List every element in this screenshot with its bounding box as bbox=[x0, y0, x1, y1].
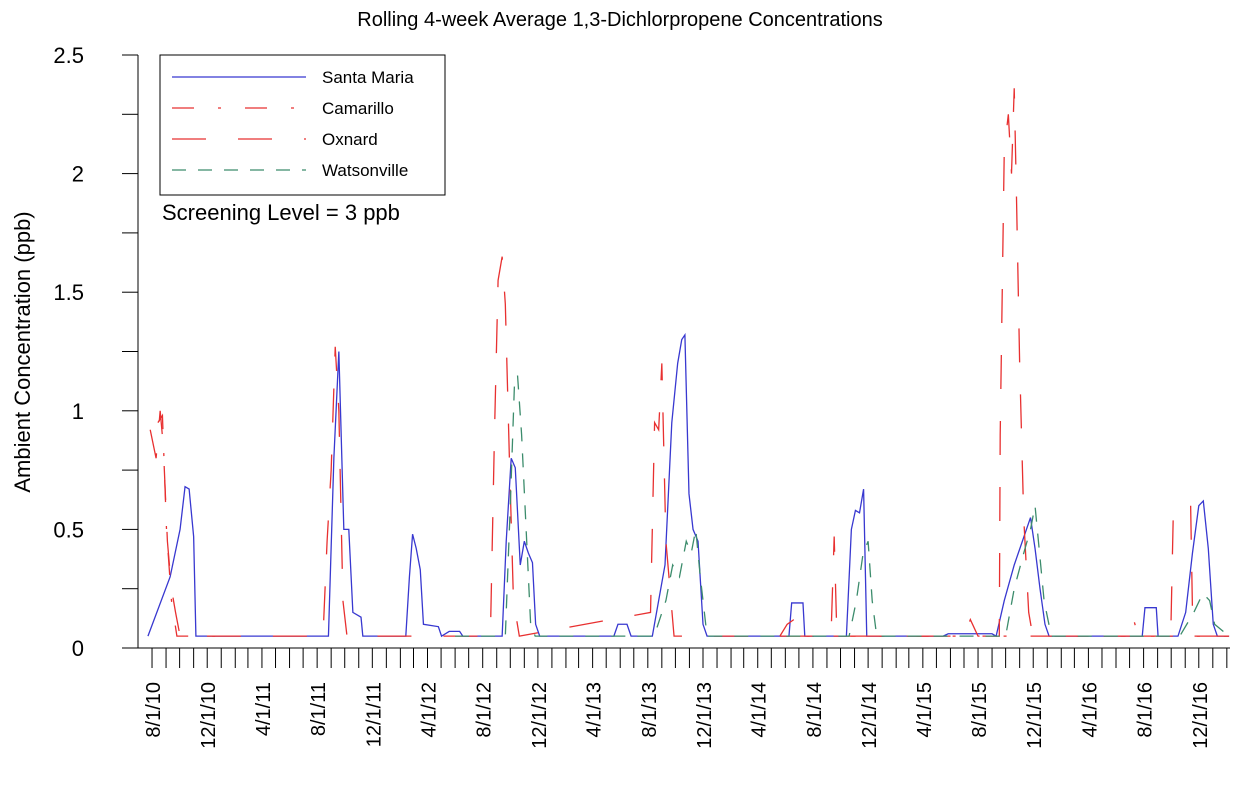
x-tick-label: 8/1/16 bbox=[1135, 682, 1157, 738]
x-tick-label: 12/1/11 bbox=[363, 682, 385, 747]
x-tick-label: 8/1/12 bbox=[474, 682, 496, 738]
x-tick-label: 12/1/12 bbox=[529, 682, 551, 749]
x-tick-label: 12/1/14 bbox=[859, 682, 881, 749]
series-line bbox=[149, 88, 1230, 637]
y-tick-label: 1.5 bbox=[53, 280, 84, 305]
legend-box bbox=[159, 54, 446, 196]
y-tick-label: 2 bbox=[72, 162, 84, 187]
x-tick-label: 8/1/13 bbox=[639, 682, 661, 738]
series-line bbox=[147, 332, 1230, 638]
series-line bbox=[455, 375, 1230, 637]
x-tick-label: 8/1/10 bbox=[143, 682, 165, 738]
chart-title: Rolling 4-week Average 1,3-Dichlorpropen… bbox=[357, 9, 883, 31]
legend-label: Oxnard bbox=[322, 130, 378, 149]
series-line bbox=[157, 413, 1230, 637]
x-tick-label: 4/1/12 bbox=[419, 682, 441, 738]
annotation: Screening Level = 3 ppb bbox=[162, 200, 400, 225]
x-tick-label: 12/1/15 bbox=[1024, 682, 1046, 749]
legend-label: Watsonville bbox=[322, 161, 408, 180]
x-tick-label: 4/1/14 bbox=[749, 682, 771, 738]
y-tick-label: 0 bbox=[72, 636, 84, 661]
y-tick-label: 2.5 bbox=[53, 43, 84, 68]
legend-label: Santa Maria bbox=[322, 68, 414, 87]
x-tick-label: 8/1/15 bbox=[969, 682, 991, 738]
x-tick-label: 8/1/11 bbox=[308, 682, 330, 736]
x-tick-label: 12/1/10 bbox=[198, 682, 220, 749]
x-tick-label: 8/1/14 bbox=[804, 682, 826, 738]
x-tick-label: 12/1/16 bbox=[1190, 682, 1212, 749]
x-tick-label: 4/1/13 bbox=[584, 682, 606, 738]
x-tick-label: 4/1/11 bbox=[253, 682, 275, 736]
y-tick-label: 0.5 bbox=[53, 517, 84, 542]
x-tick-label: 12/1/13 bbox=[694, 682, 716, 749]
x-tick-label: 4/1/15 bbox=[914, 682, 936, 738]
y-axis-title: Ambient Concentration (ppb) bbox=[10, 211, 35, 492]
legend-label: Camarillo bbox=[322, 99, 394, 118]
y-tick-label: 1 bbox=[72, 399, 84, 424]
x-tick-label: 4/1/16 bbox=[1079, 682, 1101, 738]
